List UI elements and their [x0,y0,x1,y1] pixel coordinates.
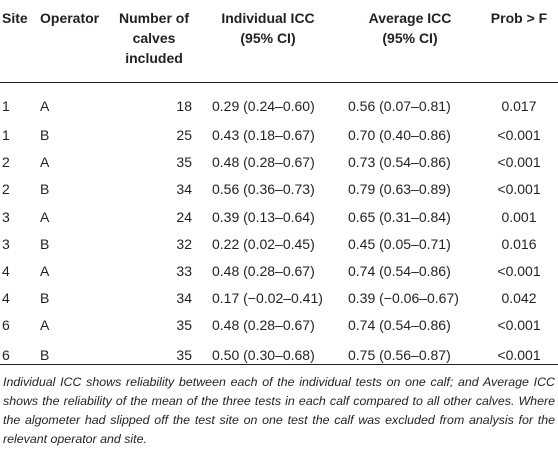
cell-operator: B [40,181,50,198]
cell-site: 1 [2,127,10,144]
cell-site: 6 [2,346,10,363]
table-row: 2 B 34 0.56 (0.36–0.73) 0.79 (0.63–0.89)… [0,176,558,203]
cell-number: 35 [176,317,192,334]
cell-average-icc: 0.74 (0.54–0.86) [348,317,451,334]
header-individual-line1: Individual ICC [221,10,315,26]
cell-prob: 0.016 [501,235,537,252]
cell-number: 25 [176,127,192,144]
cell-number: 32 [176,235,192,252]
cell-operator: A [40,263,50,280]
table-row: 4 B 34 0.17 (−0.02–0.41) 0.39 (−0.06–0.6… [0,285,558,312]
table-row: 3 B 32 0.22 (0.02–0.45) 0.45 (0.05–0.71)… [0,230,558,257]
cell-prob: <0.001 [497,317,541,334]
cell-prob: <0.001 [497,181,541,198]
cell-operator: B [40,346,50,363]
cell-average-icc: 0.70 (0.40–0.86) [348,127,451,144]
cell-individual-icc: 0.48 (0.28–0.67) [212,263,315,280]
cell-individual-icc: 0.29 (0.24–0.60) [212,98,315,114]
table-row: 2 A 35 0.48 (0.28–0.67) 0.73 (0.54–0.86)… [0,149,558,176]
cell-prob: <0.001 [497,127,541,144]
cell-number: 18 [176,98,192,114]
cell-site: 6 [2,317,10,334]
cell-site: 4 [2,263,10,280]
cell-average-icc: 0.75 (0.56–0.87) [348,346,451,363]
cell-number: 24 [176,208,192,225]
cell-site: 4 [2,290,10,307]
cell-individual-icc: 0.22 (0.02–0.45) [212,235,315,252]
table-row: 4 A 33 0.48 (0.28–0.67) 0.74 (0.54–0.86)… [0,257,558,284]
cell-average-icc: 0.45 (0.05–0.71) [348,235,451,252]
cell-site: 2 [2,181,10,198]
table-header: Site Operator Number of calves included … [0,0,558,83]
table-row: 1 A 18 0.29 (0.24–0.60) 0.56 (0.07–0.81)… [0,82,558,122]
cell-individual-icc: 0.39 (0.13–0.64) [212,208,315,225]
cell-individual-icc: 0.43 (0.18–0.67) [212,127,315,144]
header-individual-line2: (95% CI) [240,30,296,46]
table-footnote: Individual ICC shows reliability between… [3,375,555,446]
cell-prob: 0.001 [501,208,537,225]
table-bottom-rule [0,364,558,365]
header-site: Site [0,0,36,83]
cell-individual-icc: 0.48 (0.28–0.67) [212,317,315,334]
cell-operator: B [40,235,50,252]
table-row: 6 B 35 0.50 (0.30–0.68) 0.75 (0.56–0.87)… [0,339,558,376]
header-row: Site Operator Number of calves included … [0,0,558,83]
icc-table: Site Operator Number of calves included … [0,0,558,376]
cell-prob: 0.042 [501,290,537,307]
header-number-of-calves: Number of calves included [112,0,196,83]
header-prob-f: Prob > F [480,0,558,83]
cell-average-icc: 0.79 (0.63–0.89) [348,181,451,198]
cell-individual-icc: 0.50 (0.30–0.68) [212,346,315,363]
header-average-icc: Average ICC (95% CI) [340,0,480,83]
cell-average-icc: 0.65 (0.31–0.84) [348,208,451,225]
cell-prob: <0.001 [497,263,541,280]
cell-number: 35 [176,346,192,363]
cell-number: 35 [176,154,192,171]
cell-operator: A [40,98,50,114]
cell-individual-icc: 0.48 (0.28–0.67) [212,154,315,171]
header-average-line1: Average ICC [368,10,452,26]
cell-average-icc: 0.39 (−0.06–0.67) [348,290,459,307]
cell-prob: 0.017 [501,98,537,114]
cell-site: 1 [2,98,10,114]
cell-prob: <0.001 [497,346,541,363]
table-row: 1 B 25 0.43 (0.18–0.67) 0.70 (0.40–0.86)… [0,122,558,149]
header-number-line2: calves [132,30,176,46]
header-individual-icc: Individual ICC (95% CI) [196,0,340,83]
table-row: 3 A 24 0.39 (0.13–0.64) 0.65 (0.31–0.84)… [0,203,558,230]
cell-operator: A [40,208,50,225]
cell-individual-icc: 0.17 (−0.02–0.41) [212,290,323,307]
cell-operator: B [40,127,50,144]
header-average-line2: (95% CI) [382,30,438,46]
header-number-line1: Number of [119,10,189,26]
cell-site: 3 [2,208,10,225]
cell-operator: B [40,290,50,307]
cell-number: 34 [176,181,192,198]
cell-average-icc: 0.73 (0.54–0.86) [348,154,451,171]
cell-number: 34 [176,290,192,307]
table-body: 1 A 18 0.29 (0.24–0.60) 0.56 (0.07–0.81)… [0,82,558,376]
table-row: 6 A 35 0.48 (0.28–0.67) 0.74 (0.54–0.86)… [0,312,558,339]
cell-site: 3 [2,235,10,252]
header-operator: Operator [36,0,112,83]
cell-operator: A [40,154,50,171]
cell-individual-icc: 0.56 (0.36–0.73) [212,181,315,198]
cell-average-icc: 0.74 (0.54–0.86) [348,263,451,280]
header-number-line3: included [125,50,183,66]
cell-number: 33 [176,263,192,280]
cell-average-icc: 0.56 (0.07–0.81) [348,98,451,114]
cell-prob: <0.001 [497,154,541,171]
cell-operator: A [40,317,50,334]
cell-site: 2 [2,154,10,171]
